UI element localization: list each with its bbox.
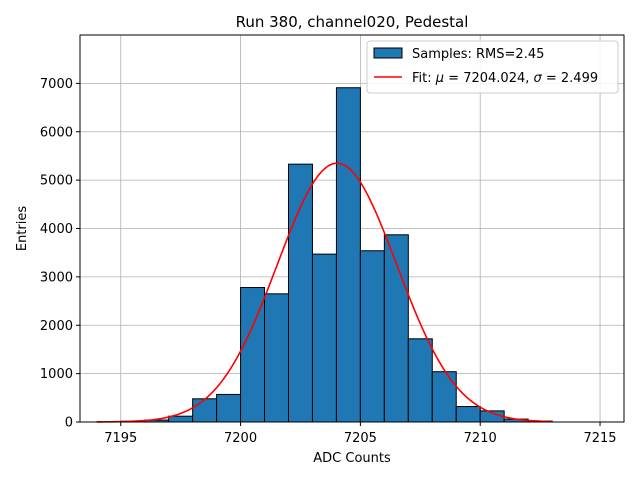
y-tick-label: 3000 xyxy=(40,270,73,285)
x-axis-label: ADC Counts xyxy=(313,451,391,466)
legend-box xyxy=(366,40,619,94)
histogram-bar xyxy=(216,393,242,423)
fit-curve xyxy=(96,162,553,423)
histogram-bar xyxy=(455,406,481,423)
histogram-bar xyxy=(264,293,289,423)
x-tick-label: 7200 xyxy=(224,431,257,446)
legend-samples-swatch xyxy=(373,47,403,59)
histogram-bar xyxy=(359,250,385,423)
legend-samples-label: Samples: RMS=2.45 xyxy=(412,47,544,62)
y-tick-label: 1000 xyxy=(40,367,73,382)
histogram-bar xyxy=(287,163,313,423)
histogram-bar xyxy=(168,415,194,423)
x-axis-ticks: 7195 7200 7205 7210 7215 xyxy=(104,422,617,446)
histogram-bar xyxy=(407,338,433,423)
y-axis-label: Entries xyxy=(15,206,30,252)
legend: Samples: RMS=2.45 Fit: μ = 7204.024, σ =… xyxy=(366,40,619,94)
chart-title: Run 380, channel020, Pedestal xyxy=(236,13,469,31)
legend-fit-label: Fit: μ = 7204.024, σ = 2.499 xyxy=(412,71,598,86)
y-tick-label: 5000 xyxy=(40,174,73,189)
histogram-bar xyxy=(192,398,218,423)
y-tick-label: 0 xyxy=(65,416,73,431)
histogram-bar xyxy=(431,371,457,423)
y-tick-label: 6000 xyxy=(40,125,73,140)
x-tick-label: 7205 xyxy=(344,431,377,446)
x-tick-label: 7195 xyxy=(104,431,137,446)
histogram-bars xyxy=(96,87,553,423)
y-tick-label: 4000 xyxy=(40,222,73,237)
histogram-bar xyxy=(335,87,361,423)
x-tick-label: 7215 xyxy=(583,431,616,446)
y-tick-label: 7000 xyxy=(40,77,73,92)
y-axis-ticks: 0 1000 2000 3000 4000 5000 6000 7000 xyxy=(40,77,80,431)
y-tick-label: 2000 xyxy=(40,319,73,334)
histogram-bar xyxy=(311,253,337,423)
x-tick-label: 7210 xyxy=(464,431,497,446)
